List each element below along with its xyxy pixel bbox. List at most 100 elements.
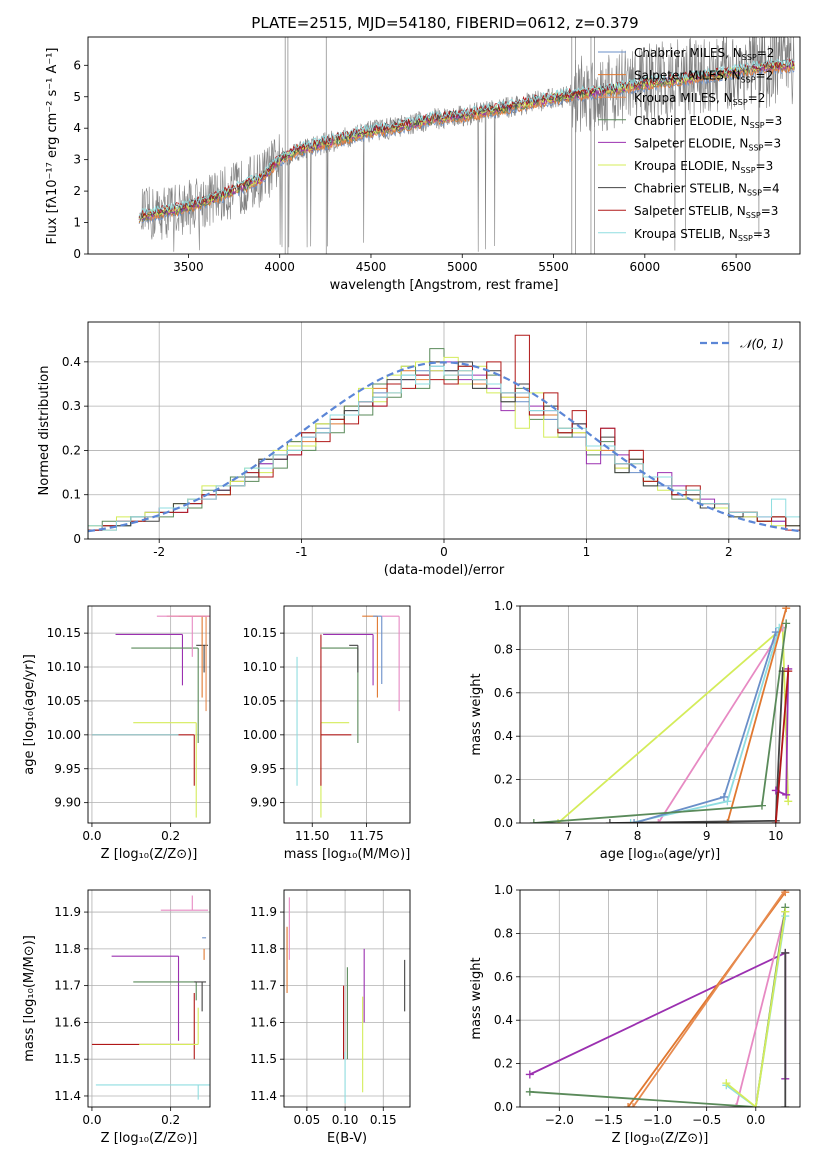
y-tick-label: 6 — [73, 58, 81, 72]
x-tick-label: 6500 — [721, 260, 752, 274]
x-axis-label: mass [log₁₀(M/M⊙)] — [284, 847, 411, 862]
x-axis-label: Z [log₁₀(Z/Z⊙)] — [101, 847, 198, 862]
y-tick-label: 11.9 — [250, 905, 277, 919]
legend-label: 𝒩(0, 1) — [740, 337, 784, 351]
error-bar-point — [320, 722, 350, 818]
y-tick-label: 9.90 — [54, 796, 81, 810]
x-tick-label: 4000 — [264, 260, 295, 274]
mass-vs-metallicity-panel: 0.0 0.2 11.4 11.5 11.6 11.7 11.8 11.9 Z [log₁₀(Z… — [22, 889, 211, 1146]
model-spectrum-line — [138, 58, 795, 218]
mass-weight-line — [735, 911, 787, 1107]
chart-title: PLATE=2515, MJD=54180, FIBERID=0612, z=0… — [251, 14, 638, 32]
x-axis-label: (data-model)/error — [384, 563, 505, 578]
mass-weight-vs-metallicity-panel: −2.0 −1.5 −1.0 −0.5 0.0 0.0 0.2 0.4 0.6 0.8 1.0 Z [… — [469, 883, 801, 1146]
y-tick-label: 0.0 — [494, 816, 513, 830]
x-tick-label: 0.05 — [294, 1113, 321, 1127]
y-tick-label: 2 — [73, 184, 81, 198]
axes-frame — [519, 889, 801, 1108]
y-tick-label: 9.90 — [250, 796, 277, 810]
plus-marker — [781, 1103, 790, 1107]
y-tick-label: 0.4 — [494, 729, 513, 743]
y-axis-label: Flux [fλ10⁻¹⁷ erg cm⁻² s⁻¹ A⁻¹] — [45, 48, 60, 245]
axes-frame — [87, 889, 211, 1108]
mass-weight-line — [657, 627, 784, 823]
model-spectrum-line — [138, 57, 795, 217]
x-tick-label: 1 — [583, 545, 591, 559]
plus-marker — [782, 790, 791, 799]
age-vs-mass-panel: 11.50 11.75 9.90 9.95 10.00 10.05 10.10 10.15 ma… — [243, 605, 411, 862]
y-tick-label: 4 — [73, 121, 81, 135]
y-tick-label: 0.8 — [494, 642, 513, 656]
y-tick-label: 11.6 — [54, 1015, 81, 1029]
plus-marker — [628, 1103, 637, 1107]
y-tick-label: 5 — [73, 90, 81, 104]
error-bar-point — [194, 981, 207, 1012]
y-tick-label: 1 — [73, 216, 81, 230]
y-tick-label: 10.15 — [47, 626, 81, 640]
residuals-panel: -2 -1 0 1 2 0 0.1 0.2 0.3 0.4 (data-model)/error No… — [37, 321, 801, 578]
error-bar-point — [139, 1007, 199, 1046]
legend-label: Salpeter MILES, NSSP=2 — [634, 69, 773, 85]
mass-weight-line — [632, 890, 787, 1107]
y-tick-label: 11.7 — [54, 979, 81, 993]
plus-marker — [784, 667, 793, 676]
error-bar-point — [160, 895, 209, 911]
y-tick-label: 0 — [73, 532, 81, 546]
plot-area — [138, 37, 795, 254]
y-tick-label: 11.9 — [54, 905, 81, 919]
mass-weight-line — [633, 631, 777, 823]
plus-marker — [525, 1087, 534, 1096]
plus-marker — [781, 948, 790, 957]
y-tick-label: 11.5 — [250, 1052, 277, 1066]
plus-marker — [525, 1070, 534, 1079]
legend-label: Chabrier MILES, NSSP=2 — [634, 46, 774, 62]
plus-marker — [751, 1103, 760, 1107]
x-tick-label: -1 — [296, 545, 308, 559]
y-tick-label: 9.95 — [54, 762, 81, 776]
y-tick-label: 10.05 — [243, 694, 277, 708]
plus-marker — [626, 819, 635, 823]
plus-marker — [784, 797, 793, 806]
error-bar-point — [381, 615, 400, 712]
plot-area — [525, 890, 790, 1107]
axes-frame — [283, 889, 411, 1108]
spectrum-panel: 3500 4000 4500 5000 5500 6000 6500 0 1 2 3 4 5 6 wavel… — [45, 36, 801, 293]
plus-marker — [624, 1103, 633, 1107]
x-tick-label: 0.0 — [82, 1113, 101, 1127]
y-tick-label: 0.0 — [494, 1100, 513, 1114]
plot-area — [91, 615, 210, 818]
x-tick-label: 11.50 — [295, 829, 329, 843]
plot-area — [296, 615, 400, 818]
legend-label: Kroupa ELODIE, NSSP=3 — [634, 159, 773, 175]
y-axis-label: mass [log₁₀(M/M⊙)] — [22, 935, 37, 1062]
plus-marker — [782, 606, 791, 613]
y-tick-label: 11.4 — [54, 1089, 81, 1103]
plus-marker — [723, 797, 732, 806]
error-bar-point — [320, 647, 359, 743]
mass-weight-line — [774, 671, 790, 823]
x-axis-label: E(B-V) — [327, 1131, 367, 1146]
mass-weight-line — [725, 911, 787, 1107]
legend-label: Kroupa STELIB, NSSP=3 — [634, 227, 771, 243]
y-tick-label: 0.6 — [494, 686, 513, 700]
x-tick-label: 6000 — [630, 260, 661, 274]
plus-marker — [529, 819, 538, 823]
y-axis-label: mass weight — [469, 673, 484, 755]
y-tick-label: 11.8 — [54, 942, 81, 956]
plot-area — [286, 897, 406, 1104]
mass-weight-line — [533, 623, 788, 823]
x-axis-label: Z [log₁₀(Z/Z⊙)] — [612, 1131, 709, 1146]
y-tick-label: 0.3 — [62, 399, 81, 413]
mass-weight-line — [630, 627, 781, 823]
y-tick-label: 9.95 — [250, 762, 277, 776]
error-bar-point — [95, 1084, 210, 1100]
plus-marker — [722, 1079, 731, 1088]
mass-vs-ebv-panel: 0.05 0.10 0.15 11.4 11.5 11.6 11.7 11.8 11.9 E(B-… — [250, 889, 411, 1146]
y-axis-label: mass weight — [469, 957, 484, 1039]
x-tick-label: −1.0 — [643, 1113, 672, 1127]
y-tick-label: 10.10 — [243, 660, 277, 674]
y-tick-label: 10.15 — [243, 626, 277, 640]
age-vs-metallicity-panel: 0.0 0.2 9.90 9.95 10.00 10.05 10.10 10.15 Z [log… — [22, 605, 211, 862]
y-tick-label: 1.0 — [494, 883, 513, 897]
y-tick-label: 11.4 — [250, 1089, 277, 1103]
